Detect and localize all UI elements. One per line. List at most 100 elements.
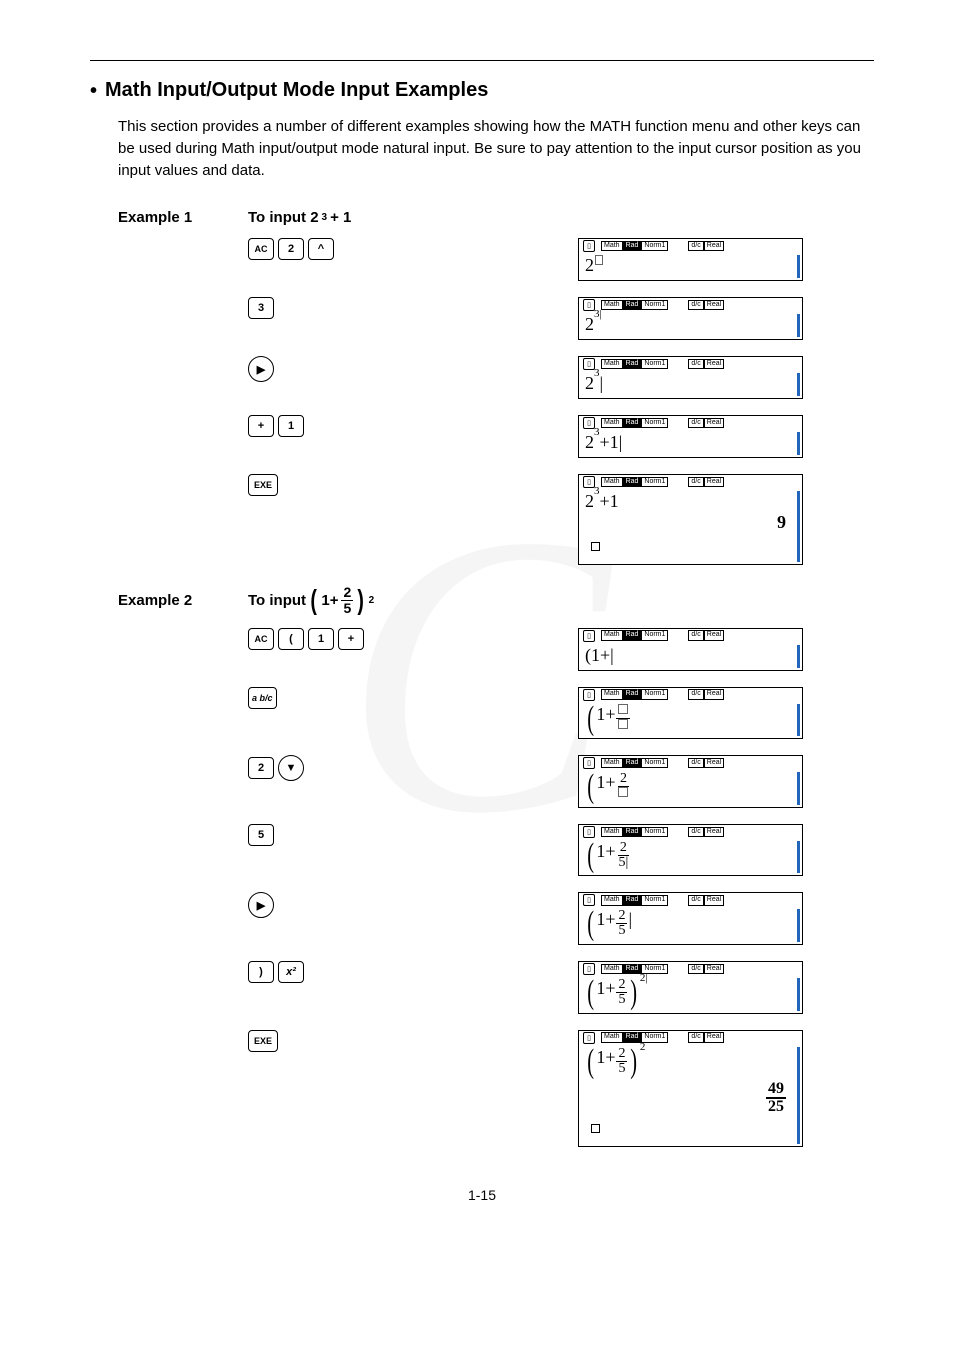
calc-key: + <box>338 628 364 650</box>
calc-key: AC <box>248 628 274 650</box>
bullet-icon: • <box>90 81 97 101</box>
calc-key: 1 <box>308 628 334 650</box>
key-sequence: EXE <box>248 474 398 496</box>
step-row: +1 ▯ MathRadNorm1 d/cReal 23+1| <box>248 415 874 458</box>
frac-num: 2 <box>341 585 353 601</box>
calc-key: 2 <box>278 238 304 260</box>
step-row: a b/c ▯ MathRadNorm1 d/cReal (1+ <box>248 687 874 740</box>
task-sup: 2 <box>369 595 375 606</box>
calc-key: 1 <box>278 415 304 437</box>
calc-key: x² <box>278 961 304 983</box>
status-badges-right: d/cReal <box>688 758 724 768</box>
calc-screen: ▯ MathRadNorm1 d/cReal 2 <box>578 238 803 281</box>
calc-screen: ▯ MathRadNorm1 d/cReal (1+25| <box>578 824 803 877</box>
calc-screen: ▯ MathRadNorm1 d/cReal 23+1| <box>578 415 803 458</box>
example-2-header: Example 2 To input ( 1+ 2 5 ) 2 <box>118 585 874 615</box>
screen-header: ▯ MathRadNorm1 d/cReal <box>579 629 802 643</box>
example-2-label: Example 2 <box>118 592 208 609</box>
scroll-indicator <box>797 255 800 278</box>
step-row: EXE ▯ MathRadNorm1 d/cReal (1+25)24925 <box>248 1030 874 1148</box>
key-sequence: +1 <box>248 415 398 437</box>
task-fraction: 2 5 <box>341 585 353 615</box>
section-title: • Math Input/Output Mode Input Examples <box>90 79 874 102</box>
screen-header: ▯ MathRadNorm1 d/cReal <box>579 416 802 430</box>
example-1-task: To input 23 + 1 <box>248 209 351 226</box>
calc-screen: ▯ MathRadNorm1 d/cReal (1+25)2| <box>578 961 803 1014</box>
scroll-indicator <box>797 841 800 874</box>
status-badges-right: d/cReal <box>688 1032 724 1042</box>
status-badges-right: d/cReal <box>688 300 724 310</box>
calc-key: ▶ <box>248 892 274 918</box>
status-badges-right: d/cReal <box>688 477 724 487</box>
step-row: ▶ ▯ MathRadNorm1 d/cReal 23| <box>248 356 874 399</box>
step-row: AC(1+ ▯ MathRadNorm1 d/cReal (1+| <box>248 628 874 671</box>
step-row: AC2^ ▯ MathRadNorm1 d/cReal 2 <box>248 238 874 281</box>
step-row: 5 ▯ MathRadNorm1 d/cReal (1+25| <box>248 824 874 877</box>
status-badges-left: MathRadNorm1 <box>601 359 668 369</box>
status-badges-left: MathRadNorm1 <box>601 300 668 310</box>
scroll-indicator <box>797 772 800 805</box>
key-sequence: 3 <box>248 297 398 319</box>
calc-screen: ▯ MathRadNorm1 d/cReal (1+| <box>578 628 803 671</box>
status-badges-right: d/cReal <box>688 895 724 905</box>
example-2: Example 2 To input ( 1+ 2 5 ) 2 AC(1+ ▯ … <box>118 585 874 1147</box>
top-rule <box>90 60 874 61</box>
calc-key: a b/c <box>248 687 277 709</box>
key-sequence: 5 <box>248 824 398 846</box>
key-sequence: )x² <box>248 961 398 983</box>
screen-header: ▯ MathRadNorm1 d/cReal <box>579 688 802 702</box>
key-sequence: a b/c <box>248 687 398 709</box>
status-badges-left: MathRadNorm1 <box>601 964 668 974</box>
key-sequence: ▶ <box>248 356 398 382</box>
screen-header: ▯ MathRadNorm1 d/cReal <box>579 825 802 839</box>
task-prefix: To input <box>248 592 306 609</box>
status-badges-left: MathRadNorm1 <box>601 827 668 837</box>
calc-key: 2 <box>248 757 274 779</box>
step-row: 3 ▯ MathRadNorm1 d/cReal 23| <box>248 297 874 340</box>
key-sequence: AC2^ <box>248 238 398 260</box>
example-1-steps: AC2^ ▯ MathRadNorm1 d/cReal 2 3 ▯ MathRad… <box>248 238 874 565</box>
example-1: Example 1 To input 23 + 1 AC2^ ▯ MathRad… <box>118 209 874 565</box>
screen-header: ▯ MathRadNorm1 d/cReal <box>579 893 802 907</box>
task-suffix: + 1 <box>330 209 351 226</box>
step-row: EXE ▯ MathRadNorm1 d/cReal 23+19 <box>248 474 874 565</box>
key-sequence: EXE <box>248 1030 398 1052</box>
calc-key: ( <box>278 628 304 650</box>
screen-header: ▯ MathRadNorm1 d/cReal <box>579 962 802 976</box>
frac-den: 5 <box>341 601 353 616</box>
intro-text: This section provides a number of differ… <box>118 116 874 181</box>
calc-screen: ▯ MathRadNorm1 d/cReal 23| <box>578 356 803 399</box>
task-sup: 3 <box>322 212 328 223</box>
calc-key: ▶ <box>248 356 274 382</box>
calc-key: + <box>248 415 274 437</box>
status-badges-left: MathRadNorm1 <box>601 689 668 699</box>
status-badges-left: MathRadNorm1 <box>601 758 668 768</box>
scroll-indicator <box>797 909 800 942</box>
task-one-plus: 1+ <box>321 592 338 609</box>
calc-key: AC <box>248 238 274 260</box>
calc-screen: ▯ MathRadNorm1 d/cReal (1+ <box>578 687 803 740</box>
status-badges-right: d/cReal <box>688 418 724 428</box>
status-badges-right: d/cReal <box>688 241 724 251</box>
calc-screen: ▯ MathRadNorm1 d/cReal 23+19 <box>578 474 803 565</box>
screen-header: ▯ MathRadNorm1 d/cReal <box>579 239 802 253</box>
calc-key: EXE <box>248 1030 278 1052</box>
section-title-text: Math Input/Output Mode Input Examples <box>105 79 488 102</box>
example-2-task: To input ( 1+ 2 5 ) 2 <box>248 585 374 615</box>
calc-key: ^ <box>308 238 334 260</box>
scroll-indicator <box>797 704 800 737</box>
step-row: ▶ ▯ MathRadNorm1 d/cReal (1+25| <box>248 892 874 945</box>
scroll-indicator <box>797 314 800 337</box>
calc-screen: ▯ MathRadNorm1 d/cReal (1+25| <box>578 892 803 945</box>
status-badges-right: d/cReal <box>688 359 724 369</box>
status-badges-left: MathRadNorm1 <box>601 1032 668 1042</box>
calc-key: 3 <box>248 297 274 319</box>
status-badges-left: MathRadNorm1 <box>601 630 668 640</box>
rparen-icon: ) <box>358 589 365 611</box>
status-badges-left: MathRadNorm1 <box>601 895 668 905</box>
status-badges-right: d/cReal <box>688 827 724 837</box>
calc-screen: ▯ MathRadNorm1 d/cReal (1+25)24925 <box>578 1030 803 1148</box>
task-prefix: To input 2 <box>248 209 319 226</box>
scroll-indicator <box>797 978 800 1011</box>
screen-header: ▯ MathRadNorm1 d/cReal <box>579 1031 802 1045</box>
